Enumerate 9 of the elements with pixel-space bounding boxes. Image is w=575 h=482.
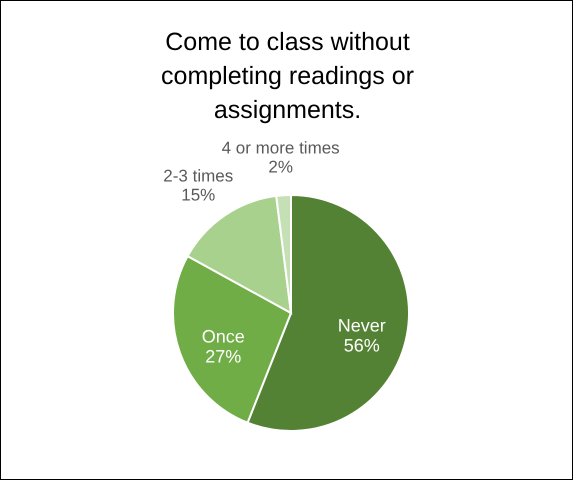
chart-title: Come to class without completing readings or assignments. — [161, 28, 414, 124]
data-label: 15% — [181, 186, 216, 205]
data-label: 56% — [344, 335, 380, 356]
slice-label: Once — [202, 326, 245, 346]
slice-label: 4 or more times — [222, 138, 340, 158]
data-label: 27% — [205, 346, 242, 366]
slice-label: Never — [338, 315, 386, 336]
data-label: 2% — [268, 157, 293, 176]
slice-label: 2-3 times — [163, 166, 234, 186]
